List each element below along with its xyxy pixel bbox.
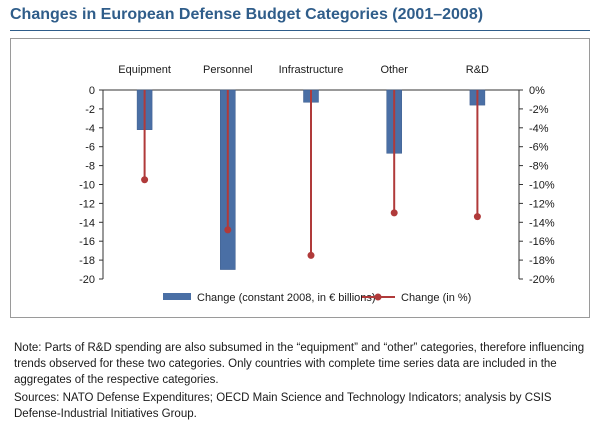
right-tick-label: -12% — [529, 198, 555, 210]
right-tick-label: -10% — [529, 180, 555, 192]
right-tick-label: -8% — [529, 161, 549, 173]
chart-frame: 0 -2 -4 -6 -8 -10 -12 -14 -16 -18 -20 0% -2% -4% -6% -8… — [10, 38, 590, 318]
category-label: Infrastructure — [279, 64, 344, 76]
right-tick-label: -2% — [529, 104, 549, 116]
sources-text: Sources: NATO Defense Expenditures; OECD… — [14, 392, 552, 420]
left-tick-label: -6 — [85, 142, 95, 154]
left-tick-label: -10 — [79, 180, 95, 192]
right-tick-label: -14% — [529, 217, 555, 229]
right-tick-label: -6% — [529, 142, 549, 154]
category-label: R&D — [466, 64, 489, 76]
category-label: Other — [380, 64, 408, 76]
left-tick-label: -8 — [85, 161, 95, 173]
legend-swatch-bars — [163, 293, 191, 300]
left-tick-label: -16 — [79, 236, 95, 248]
left-tick-label: -20 — [79, 274, 95, 286]
percent-point — [390, 209, 398, 217]
right-tick-label: -16% — [529, 236, 555, 248]
left-tick-label: -4 — [85, 123, 95, 135]
percent-point — [224, 226, 232, 234]
percent-point — [473, 213, 481, 221]
legend-label-bars: Change (constant 2008, in € billions) — [197, 292, 376, 304]
left-tick-label: -12 — [79, 198, 95, 210]
note-text: Note: Parts of R&D spending are also sub… — [14, 342, 585, 386]
chart-title: Changes in European Defense Budget Categ… — [10, 6, 484, 23]
percent-point — [307, 251, 315, 259]
legend-swatch-dot — [374, 293, 382, 301]
title-divider — [10, 30, 590, 31]
left-tick-label: -14 — [79, 217, 95, 229]
percent-point — [141, 176, 149, 184]
chart-svg: 0 -2 -4 -6 -8 -10 -12 -14 -16 -18 -20 0% -2% -4% -6% -8… — [79, 64, 555, 304]
notes-block: Note: Parts of R&D spending are also sub… — [14, 340, 588, 424]
left-tick-label: -18 — [79, 255, 95, 267]
right-tick-label: 0% — [529, 85, 545, 97]
right-tick-label: -18% — [529, 255, 555, 267]
legend-label-line: Change (in %) — [401, 292, 471, 304]
right-tick-label: -20% — [529, 274, 555, 286]
category-label: Equipment — [118, 64, 171, 76]
category-label: Personnel — [203, 64, 253, 76]
left-tick-label: -2 — [85, 104, 95, 116]
left-tick-label: 0 — [89, 85, 95, 97]
right-tick-label: -4% — [529, 123, 549, 135]
